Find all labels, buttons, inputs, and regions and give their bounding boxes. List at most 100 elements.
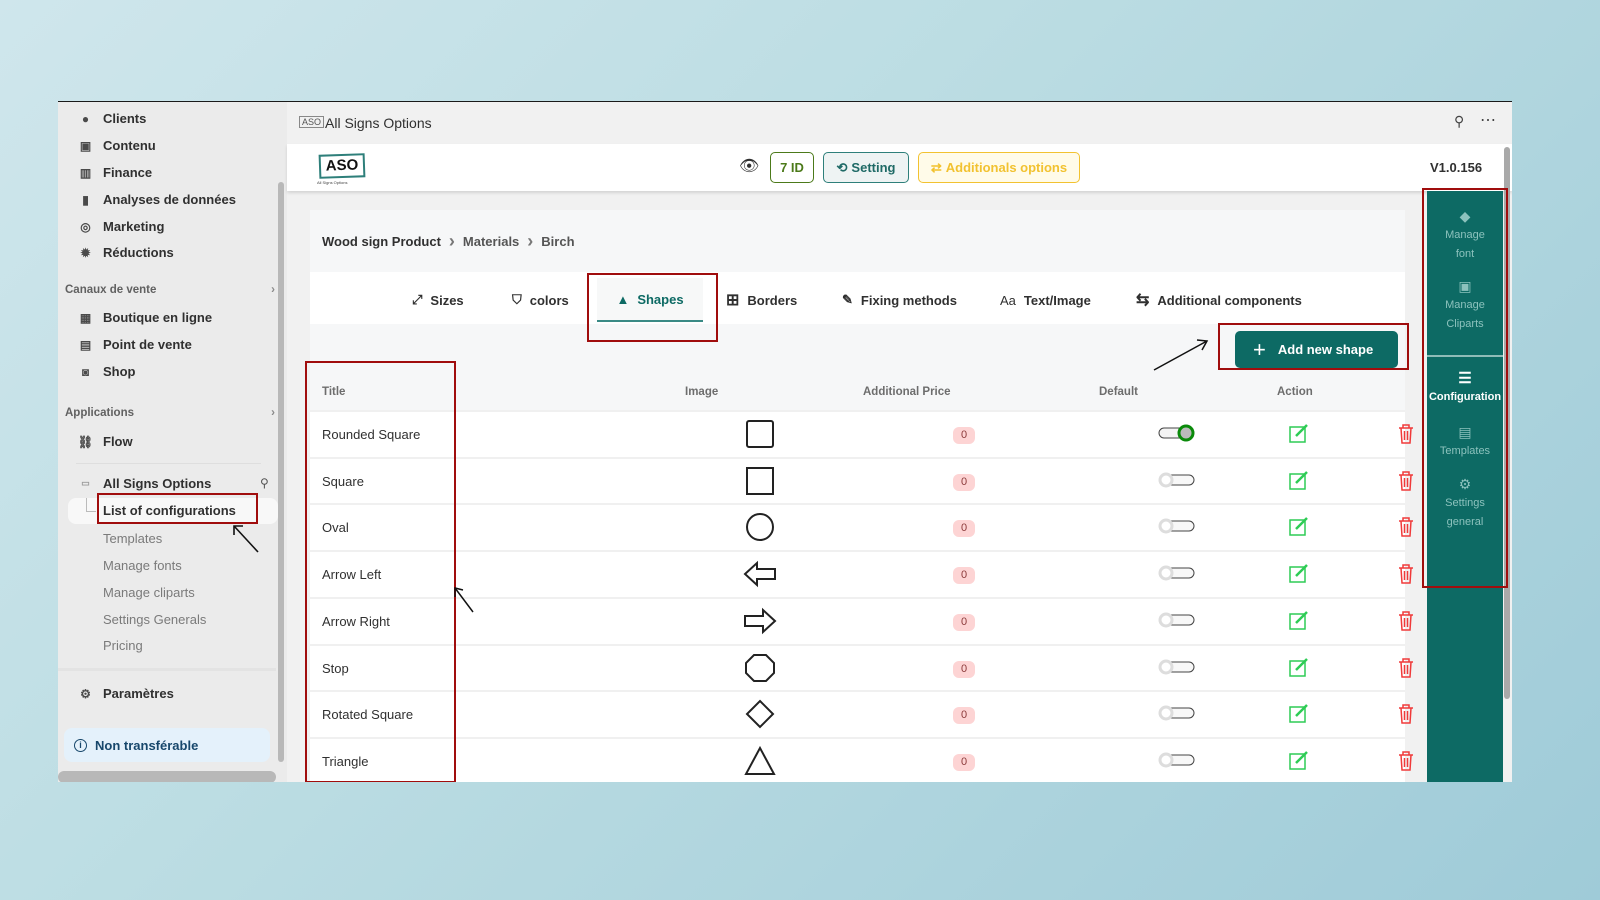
delete-icon[interactable] (1396, 610, 1416, 632)
chevron-right-icon: › (271, 284, 275, 296)
breadcrumb-item[interactable]: Materials (462, 233, 520, 249)
table-header (310, 374, 1405, 410)
app-icon: ASO (299, 116, 325, 128)
horizontal-scrollbar[interactable] (58, 771, 276, 782)
default-toggle[interactable] (1158, 424, 1196, 447)
edit-icon[interactable] (1288, 423, 1310, 445)
default-toggle[interactable] (1158, 564, 1196, 587)
edit-icon[interactable] (1288, 470, 1310, 492)
sidebar-item-analyses[interactable]: ▮ Analyses de données (78, 192, 236, 207)
price-badge: 0 (953, 427, 975, 444)
right-item-settings-general[interactable]: ⚙ Settings general (1427, 475, 1503, 532)
section-applications[interactable]: Applications › (65, 407, 275, 419)
text-icon: Aa (1000, 292, 1016, 308)
sidebar-item-contenu[interactable]: ▣ Contenu (79, 138, 156, 153)
default-toggle[interactable] (1158, 658, 1196, 681)
delete-icon[interactable] (1396, 703, 1416, 725)
breadcrumb-item[interactable]: Wood sign Product (322, 233, 441, 249)
flow-icon: ⛓ (77, 434, 94, 449)
tab-additional-components[interactable]: ⇆ Additional components (1136, 292, 1302, 309)
sidebar-item-boutique[interactable]: ▦ Boutique en ligne (79, 310, 213, 325)
shape-triangle-icon (744, 745, 776, 775)
sidebar-item-point-de-vente[interactable]: ▤ Point de vente (79, 337, 192, 352)
delete-icon[interactable] (1396, 516, 1416, 538)
column-header-title[interactable]: Title (322, 386, 346, 398)
tab-shapes[interactable]: ▲ Shapes (597, 278, 703, 322)
settings-icon: ⚙ (1458, 476, 1472, 492)
id-button[interactable]: 7 ID (770, 152, 814, 183)
row-title: Stop (322, 660, 349, 676)
font-icon: ◆ (1459, 208, 1471, 224)
right-item-manage-font[interactable]: ◆ Manage font (1427, 207, 1503, 264)
tab-text-image[interactable]: Aa Text/Image (1000, 292, 1091, 308)
price-badge: 0 (953, 660, 975, 678)
shape-octagon-icon (745, 653, 775, 682)
tab-colors[interactable]: ⛉ colors (512, 292, 569, 308)
aso-app-icon: ▭ (81, 478, 90, 488)
sidebar: ● Clients ▣ Contenu ▥ Finance ▮ Analyses de … (58, 102, 287, 782)
default-toggle[interactable] (1158, 611, 1196, 634)
sidebar-sub-manage-fonts[interactable]: Manage fonts (103, 558, 182, 573)
annotation-arrow (233, 525, 259, 553)
sidebar-item-parametres[interactable]: ⚙ Paramètres (78, 686, 174, 701)
pin-icon[interactable]: ⚲ (260, 476, 269, 490)
edit-icon[interactable] (1288, 610, 1310, 632)
additional-options-button[interactable]: ⇄ Additionals options (918, 152, 1080, 183)
default-toggle[interactable] (1158, 704, 1196, 727)
sidebar-item-flow[interactable]: ⛓ Flow (77, 434, 133, 449)
add-new-shape-button[interactable]: + Add new shape (1235, 331, 1398, 368)
price-badge: 0 (953, 613, 975, 631)
table-row: Oval 0 (310, 503, 1413, 551)
sidebar-sub-list-of-configurations[interactable]: List of configurations (103, 503, 236, 518)
bank-icon: ▥ (79, 165, 92, 180)
delete-icon[interactable] (1396, 563, 1416, 585)
right-panel: ◆ Manage font ▣ Manage Cliparts ☰ Configura… (1427, 191, 1503, 782)
person-icon: ● (81, 111, 90, 126)
sidebar-item-reductions[interactable]: ✹ Réductions (78, 245, 173, 260)
delete-icon[interactable] (1396, 750, 1416, 772)
right-item-templates[interactable]: ▤ Templates (1427, 423, 1503, 461)
more-icon[interactable]: ⋯ (1480, 112, 1496, 129)
app-window: ● Clients ▣ Contenu ▥ Finance ▮ Analyses de … (58, 101, 1512, 782)
sidebar-sub-pricing[interactable]: Pricing (103, 638, 143, 653)
grid-icon: ⊞ (726, 292, 740, 309)
row-title: Arrow Right (322, 613, 390, 629)
sidebar-item-clients[interactable]: ● Clients (78, 111, 146, 126)
sidebar-sub-settings-generals[interactable]: Settings Generals (103, 612, 207, 627)
breadcrumb: Wood sign Product › Materials › Birch (310, 210, 1405, 272)
default-toggle[interactable] (1158, 517, 1196, 540)
eye-icon[interactable]: 👁 (739, 158, 760, 175)
sidebar-scrollbar[interactable] (278, 182, 284, 762)
right-item-manage-cliparts[interactable]: ▣ Manage Cliparts (1427, 277, 1503, 334)
sidebar-sub-manage-cliparts[interactable]: Manage cliparts (103, 585, 195, 600)
default-toggle[interactable] (1158, 471, 1196, 494)
shape-square-icon (746, 466, 774, 495)
tab-borders[interactable]: ⊞ Borders (726, 292, 798, 309)
main-scrollbar[interactable] (1504, 147, 1510, 699)
section-sales-channels[interactable]: Canaux de vente › (65, 284, 275, 296)
delete-icon[interactable] (1396, 423, 1416, 445)
edit-icon[interactable] (1288, 563, 1310, 585)
right-item-configuration[interactable]: ☰ Configuration (1428, 370, 1502, 403)
sidebar-item-shop[interactable]: ◙ Shop (78, 364, 136, 379)
table-row: Arrow Right 0 (310, 596, 1413, 644)
sidebar-item-marketing[interactable]: ◎ Marketing (78, 219, 164, 234)
edit-icon[interactable] (1288, 750, 1310, 772)
divider (76, 463, 261, 464)
tab-sizes[interactable]: ⤢ Sizes (412, 292, 464, 308)
delete-icon[interactable] (1396, 657, 1416, 679)
tab-fixing-methods[interactable]: ✎ Fixing methods (842, 292, 957, 308)
sidebar-item-all-signs-options[interactable]: ▭ All Signs Options (78, 476, 211, 491)
pin-icon[interactable]: ⚲ (1454, 113, 1465, 129)
delete-icon[interactable] (1396, 470, 1416, 492)
sidebar-item-finance[interactable]: ▥ Finance (79, 165, 153, 180)
setting-button[interactable]: ⟲ Setting (823, 152, 909, 183)
edit-icon[interactable] (1288, 703, 1310, 725)
default-toggle[interactable] (1158, 751, 1196, 774)
edit-icon[interactable] (1288, 516, 1310, 538)
breadcrumb-item: Birch (541, 233, 575, 249)
shape-diamond-icon (745, 699, 775, 729)
sidebar-sub-templates[interactable]: Templates (103, 531, 163, 546)
edit-icon[interactable] (1288, 657, 1310, 679)
clipart-icon: ▣ (1458, 278, 1472, 294)
